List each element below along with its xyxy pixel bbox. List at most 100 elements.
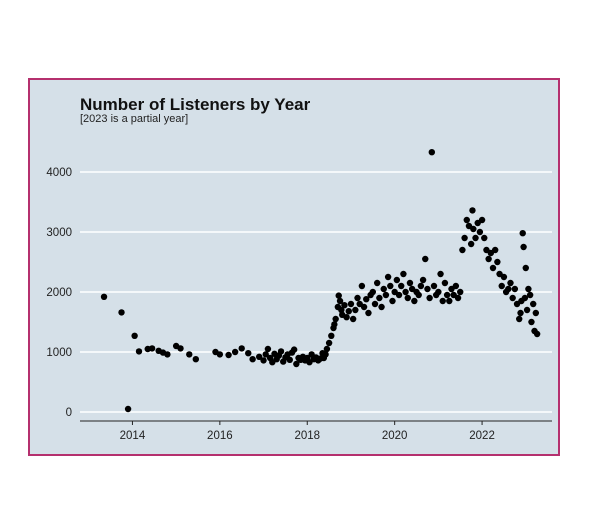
x-axis-ticks: 2014 2016 2018 2020 2022 — [120, 421, 495, 442]
data-point — [424, 285, 431, 293]
data-point — [507, 279, 514, 287]
data-point — [393, 276, 401, 284]
data-point — [186, 351, 193, 358]
data-point — [443, 291, 451, 299]
data-point — [498, 282, 505, 290]
y-tick-label: 1000 — [46, 347, 72, 359]
data-point — [516, 315, 523, 323]
data-point — [354, 294, 361, 302]
data-point — [491, 246, 499, 254]
data-point — [452, 282, 460, 290]
data-point — [511, 285, 519, 293]
data-point — [476, 228, 484, 236]
data-point — [395, 291, 403, 299]
data-point — [264, 345, 272, 353]
data-point — [446, 297, 453, 305]
data-point — [415, 291, 422, 299]
data-point — [192, 356, 200, 363]
data-point — [135, 348, 143, 355]
data-point — [467, 240, 475, 248]
data-point — [360, 303, 368, 311]
data-point — [422, 255, 429, 263]
data-point — [454, 294, 462, 302]
data-point — [369, 288, 377, 296]
data-point — [293, 360, 300, 368]
data-point — [389, 297, 396, 305]
data-point — [382, 291, 390, 299]
data-point — [428, 149, 436, 156]
data-point — [216, 351, 224, 358]
data-point — [371, 300, 379, 308]
data-point — [177, 345, 184, 352]
data-point — [461, 234, 468, 242]
data-points — [100, 149, 541, 413]
data-point — [533, 330, 541, 338]
data-point — [459, 246, 466, 254]
data-point — [478, 216, 486, 224]
data-point — [439, 297, 446, 305]
y-tick-label: 3000 — [46, 227, 72, 239]
data-point — [290, 346, 298, 353]
data-point — [472, 234, 479, 242]
data-point — [426, 294, 433, 302]
data-point — [352, 306, 359, 314]
data-point — [402, 288, 409, 296]
data-point — [332, 315, 339, 323]
data-point — [430, 282, 438, 290]
data-point — [441, 279, 449, 287]
scatter-chart: Number of Listeners by Year [2023 is a p… — [46, 95, 552, 442]
data-point — [343, 314, 350, 321]
data-point — [481, 234, 488, 242]
data-point — [373, 279, 381, 287]
data-point — [358, 282, 366, 290]
data-point — [530, 300, 537, 308]
data-point — [331, 321, 338, 328]
grid-lines — [80, 171, 552, 413]
data-point — [328, 332, 335, 339]
data-point — [249, 356, 256, 363]
data-point — [532, 309, 540, 317]
y-tick-label: 2000 — [46, 287, 72, 299]
y-tick-label: 4000 — [46, 167, 72, 179]
y-tick-label: 0 — [66, 407, 72, 419]
data-point — [345, 308, 352, 315]
x-tick-label: 2018 — [294, 430, 320, 442]
data-point — [325, 339, 333, 347]
data-point — [225, 351, 232, 359]
data-point — [349, 315, 357, 323]
data-point — [231, 348, 239, 356]
data-point — [322, 351, 329, 358]
data-point — [341, 302, 348, 309]
data-point — [336, 297, 344, 305]
data-point — [525, 285, 532, 293]
data-point — [485, 255, 492, 263]
data-point — [470, 225, 477, 233]
data-point — [500, 273, 508, 281]
data-point — [164, 351, 171, 358]
data-point — [245, 350, 252, 357]
data-point — [131, 332, 138, 339]
y-axis-ticks: 0 1000 2000 3000 4000 — [46, 167, 72, 419]
data-point — [519, 230, 526, 237]
data-point — [521, 294, 529, 302]
data-point — [365, 309, 372, 317]
data-point — [509, 294, 516, 302]
x-tick-label: 2020 — [382, 430, 408, 442]
data-point — [323, 345, 331, 353]
data-point — [124, 405, 132, 413]
data-point — [277, 348, 285, 355]
data-point — [457, 288, 464, 296]
data-point — [406, 279, 414, 287]
data-point — [463, 216, 470, 224]
data-point — [435, 288, 442, 296]
chart-title: Number of Listeners by Year — [80, 95, 311, 114]
data-point — [419, 276, 427, 284]
data-point — [400, 270, 407, 278]
chart-frame: Number of Listeners by Year [2023 is a p… — [28, 78, 560, 456]
data-point — [489, 264, 497, 272]
data-point — [118, 309, 125, 316]
data-point — [469, 207, 476, 214]
data-point — [378, 303, 385, 311]
data-point — [411, 297, 418, 305]
data-point — [528, 318, 535, 326]
